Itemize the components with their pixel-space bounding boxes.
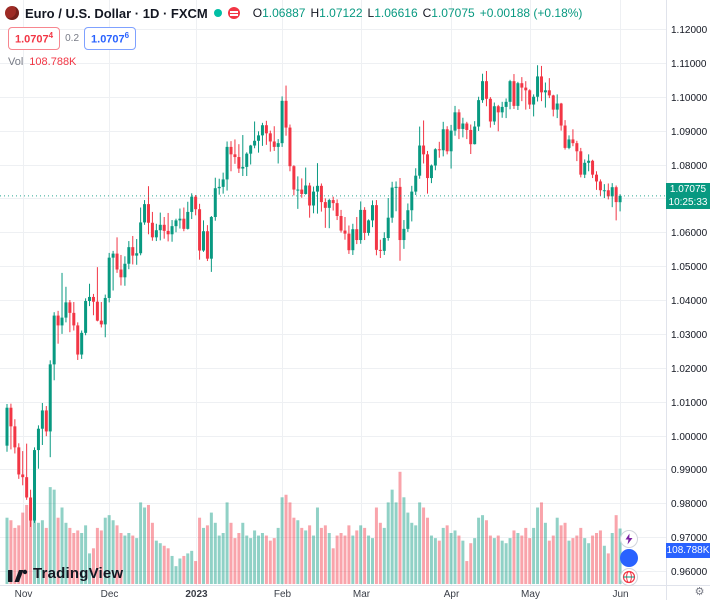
svg-text:1.06000: 1.06000 xyxy=(671,228,708,239)
tradingview-wordmark: TradingView xyxy=(33,565,124,582)
ohlc-readout: O1.06887 H1.07122 L1.06616 C1.07075 +0.00188… xyxy=(248,6,583,20)
last-price-badge: 1.07075 10:25:33 xyxy=(666,183,710,209)
gear-icon: ⚙ xyxy=(694,586,705,598)
svg-text:Feb: Feb xyxy=(274,589,292,600)
svg-text:1.01000: 1.01000 xyxy=(671,398,708,409)
spread-value: 0.2 xyxy=(65,32,80,44)
buy-button[interactable]: 1.07076 xyxy=(84,27,137,50)
volume-indicator-label[interactable]: Vol xyxy=(8,55,24,68)
change-value: +0.00188 (+0.18%) xyxy=(479,6,583,20)
lightning-icon xyxy=(625,533,633,545)
svg-text:Apr: Apr xyxy=(444,589,460,600)
svg-text:Jun: Jun xyxy=(612,589,628,600)
svg-text:0.96000: 0.96000 xyxy=(671,567,708,578)
bar-countdown: 10:25:33 xyxy=(668,197,708,208)
svg-text:1.11000: 1.11000 xyxy=(671,59,707,70)
settings-gear-button[interactable]: ⚙ xyxy=(692,585,707,600)
tradingview-logo-icon xyxy=(8,569,28,582)
close-label: C xyxy=(422,6,432,20)
svg-text:0.98000: 0.98000 xyxy=(671,499,708,510)
blue-dot-button[interactable] xyxy=(620,549,638,567)
volume-indicator-value: 108.788K xyxy=(29,55,77,68)
buy-price-fraction: 6 xyxy=(124,31,130,40)
svg-text:Nov: Nov xyxy=(15,589,33,600)
low-label: L xyxy=(367,6,375,20)
market-status-icon xyxy=(213,9,222,17)
svg-text:1.00000: 1.00000 xyxy=(671,432,708,443)
chart-legend: Euro / U.S. Dollar · 1D · FXCM O1.06887 H… xyxy=(5,4,582,68)
symbol-logo-icon xyxy=(5,6,19,20)
svg-text:May: May xyxy=(521,589,540,600)
globe-button[interactable] xyxy=(620,568,638,586)
sell-price-fraction: 4 xyxy=(48,31,54,40)
sell-price: 1.0707 xyxy=(15,33,49,46)
open-value: 1.06887 xyxy=(262,6,306,20)
svg-text:1.03000: 1.03000 xyxy=(671,330,708,341)
buy-price: 1.0707 xyxy=(91,33,125,46)
svg-text:1.10000: 1.10000 xyxy=(671,93,708,104)
svg-text:0.97000: 0.97000 xyxy=(671,533,708,544)
lightning-button[interactable] xyxy=(620,530,638,548)
svg-text:1.04000: 1.04000 xyxy=(671,296,708,307)
svg-text:1.05000: 1.05000 xyxy=(671,262,708,273)
close-value: 1.07075 xyxy=(431,6,475,20)
svg-text:0.99000: 0.99000 xyxy=(671,465,708,476)
svg-text:2023: 2023 xyxy=(185,589,208,600)
tradingview-logo[interactable]: TradingView xyxy=(8,565,123,582)
svg-text:1.09000: 1.09000 xyxy=(671,127,708,138)
broker-logo-icon xyxy=(227,7,240,19)
time-axis[interactable] xyxy=(0,585,666,600)
svg-text:1.02000: 1.02000 xyxy=(671,364,708,375)
globe-icon xyxy=(622,570,636,584)
svg-text:1.08000: 1.08000 xyxy=(671,161,708,172)
price-axis[interactable] xyxy=(666,0,710,585)
svg-text:Mar: Mar xyxy=(353,589,371,600)
low-value: 1.06616 xyxy=(374,6,418,20)
high-label: H xyxy=(310,6,320,20)
volume-scale-badge: 108.788K xyxy=(666,543,710,558)
sell-button[interactable]: 1.07074 xyxy=(8,27,61,50)
svg-text:Dec: Dec xyxy=(101,589,119,600)
open-label: O xyxy=(252,6,263,20)
last-price-value: 1.07075 xyxy=(669,184,707,195)
high-value: 1.07122 xyxy=(319,6,363,20)
symbol-title[interactable]: Euro / U.S. Dollar · 1D · FXCM xyxy=(25,5,208,21)
svg-text:1.12000: 1.12000 xyxy=(671,25,708,36)
